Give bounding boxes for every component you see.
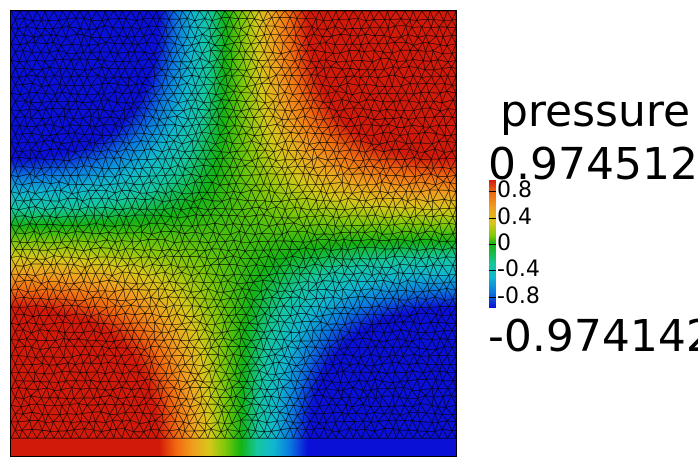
color-bar-tick-label: 0.8 [497, 178, 532, 203]
legend-title: pressure [500, 86, 691, 137]
color-bar-tick-mark [489, 218, 496, 219]
color-bar-tick-label: -0.4 [497, 257, 540, 282]
color-bar-tick-mark [489, 297, 496, 298]
color-bar-tick-label: -0.8 [497, 284, 540, 309]
color-bar-tick-mark [489, 191, 496, 192]
color-bar-tick-label: 0.4 [497, 205, 532, 230]
color-bar-tick-label: 0 [497, 231, 511, 256]
color-bar-tick-mark [489, 244, 496, 245]
mesh-edges [11, 11, 456, 439]
triangular-mesh [11, 11, 456, 439]
pressure-field-plot[interactable] [10, 10, 457, 457]
legend-min-value: -0.974142 [488, 311, 698, 362]
legend-max-value: 0.974512 [488, 139, 698, 190]
color-bar-tick-mark [489, 270, 496, 271]
